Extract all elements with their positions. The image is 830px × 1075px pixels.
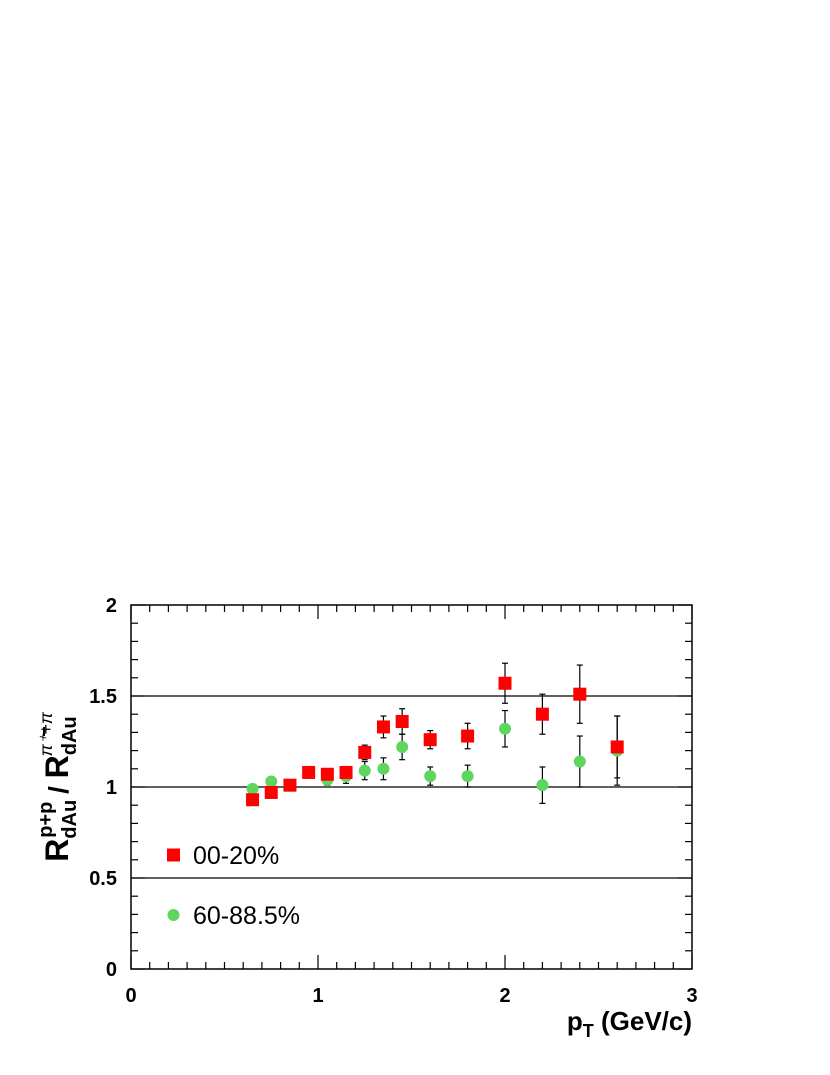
x-axis-title-rest: (GeV/c) [594, 1006, 692, 1036]
data-point-square [246, 793, 260, 807]
data-markers [246, 676, 624, 807]
y-title-separator: / [43, 778, 74, 801]
y-title-den-sup: π⁺+π [36, 711, 56, 756]
data-point-square [535, 707, 549, 721]
y-tick-label-2: 1 [106, 777, 117, 799]
data-point-circle [461, 770, 474, 783]
y-title-num-sub: dAu [59, 800, 81, 839]
data-point-square [461, 729, 475, 743]
data-point-square [423, 733, 437, 747]
data-point-circle [246, 782, 259, 795]
data-point-circle [536, 779, 549, 792]
y-title-num-main: R [39, 839, 75, 862]
data-point-square [376, 720, 390, 734]
y-title-den-sub: dAu [59, 716, 81, 755]
legend: 00-20% 60-88.5% [167, 842, 300, 930]
data-point-square [283, 778, 297, 792]
y-axis-title: RdAup+p / RdAuπ⁺+π [35, 711, 81, 862]
data-point-square [320, 767, 334, 781]
data-point-square [573, 687, 587, 701]
x-tick-label-0: 0 [125, 985, 136, 1007]
data-point-square [302, 765, 316, 779]
y-title-den-main: R [39, 755, 75, 778]
data-point-square [610, 740, 624, 754]
x-axis-title: pT (GeV/c) [567, 1006, 692, 1041]
data-point-circle [358, 764, 371, 777]
data-point-circle [499, 722, 511, 735]
data-point-circle [573, 755, 586, 768]
legend-marker-circle [167, 909, 180, 921]
data-point-circle [377, 762, 390, 775]
data-point-circle [265, 775, 278, 788]
data-point-square [395, 714, 409, 728]
svg-text:RdAup+p / RdAuπ⁺+π: RdAup+p / RdAuπ⁺+π [35, 711, 81, 862]
y-tick-label-1: 0.5 [89, 868, 117, 890]
y-tick-label-4: 2 [106, 595, 117, 617]
reference-lines [131, 695, 692, 879]
data-point-square [339, 765, 353, 779]
data-point-square [358, 745, 372, 759]
data-point-square [498, 676, 512, 690]
y-title-num-sup: p+p [35, 802, 57, 838]
x-axis-title-sub: T [583, 1021, 594, 1041]
data-point-circle [396, 740, 409, 753]
x-tick-label-1: 1 [312, 985, 323, 1007]
data-point-circle [424, 770, 437, 783]
data-point-square [264, 785, 278, 799]
legend-label-0: 00-20% [193, 842, 279, 870]
x-axis-title-main: p [567, 1006, 583, 1036]
x-tick-label-3: 3 [686, 985, 697, 1007]
legend-marker-square [167, 848, 180, 862]
y-tick-label-3: 1.5 [89, 686, 117, 708]
y-tick-label-0: 0 [106, 959, 117, 981]
tick-labels: 0 1 2 3 0 0.5 1 1.5 2 [89, 595, 697, 1007]
axis-ticks [130, 604, 693, 970]
x-tick-label-2: 2 [499, 985, 510, 1007]
legend-label-1: 60-88.5% [193, 902, 300, 930]
